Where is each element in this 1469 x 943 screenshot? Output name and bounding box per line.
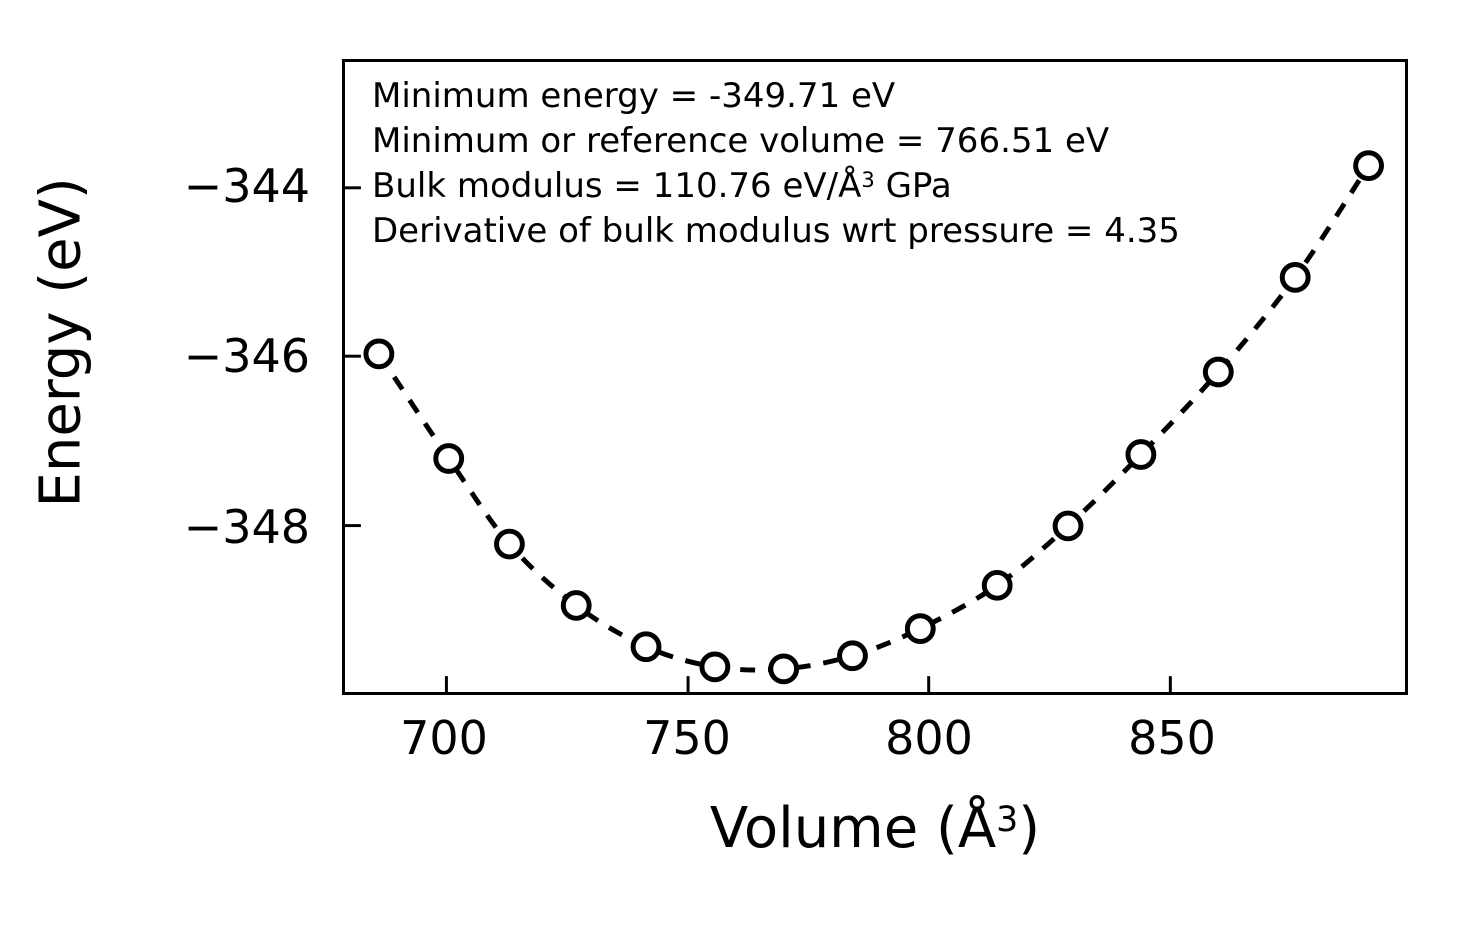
y-tick-label-2: −348 — [183, 500, 310, 554]
data-point-marker — [837, 640, 868, 672]
y-axis-tick-marks — [345, 186, 361, 528]
x-axis-title-tail: ) — [1018, 796, 1041, 861]
x-tick-label-2: 800 — [885, 711, 973, 765]
annotation-line-bulk-modulus: Bulk modulus = 110.76 eV/Å3 GPa — [372, 164, 1180, 209]
annotation-bulk-modulus-suffix: GPa — [874, 165, 952, 206]
data-point-marker — [904, 613, 936, 644]
plot-area — [342, 59, 1408, 695]
x-tick-label-3: 850 — [1128, 711, 1216, 765]
plot-svg — [345, 150, 1384, 692]
x-axis-title: Volume (Å3) — [342, 799, 1408, 859]
data-point-marker — [699, 651, 731, 683]
annotation-line-min-volume: Minimum or reference volume = 766.51 eV — [372, 120, 1110, 161]
annotation-bulk-modulus-prefix: Bulk modulus = 110.76 eV/Å — [372, 165, 862, 206]
y-tick-label-1: −346 — [183, 329, 310, 383]
data-point-marker — [560, 590, 592, 621]
x-tick-label-0: 700 — [400, 711, 488, 765]
y-tick-label-0: −344 — [183, 159, 310, 213]
data-point-marker — [630, 631, 662, 663]
annotation-line-min-energy: Minimum energy = -349.71 eV — [372, 76, 896, 116]
x-axis-title-exponent: 3 — [996, 800, 1019, 841]
data-point-marker — [981, 569, 1013, 601]
x-axis-title-main: Volume (Å — [709, 796, 997, 861]
annotation-bulk-modulus-exponent: 3 — [861, 167, 875, 193]
data-point-marker — [1279, 262, 1311, 293]
data-point-marker — [1125, 439, 1157, 470]
data-point-marker — [363, 338, 395, 370]
data-point-marker — [1353, 150, 1384, 182]
fit-parameters-annotation: Minimum energy = -349.71 eV Minimum or r… — [372, 74, 1180, 254]
x-axis-tick-marks — [444, 676, 1172, 692]
energy-volume-data-series — [363, 150, 1384, 685]
data-point-marker — [494, 528, 525, 560]
data-point-marker — [1202, 356, 1234, 388]
x-tick-label-1: 750 — [643, 711, 731, 765]
data-point-marker — [768, 653, 800, 685]
annotation-line-bulk-modulus-derivative: Derivative of bulk modulus wrt pressure … — [372, 210, 1180, 251]
data-point-marker — [433, 443, 465, 474]
data-point-marker — [1052, 510, 1084, 542]
